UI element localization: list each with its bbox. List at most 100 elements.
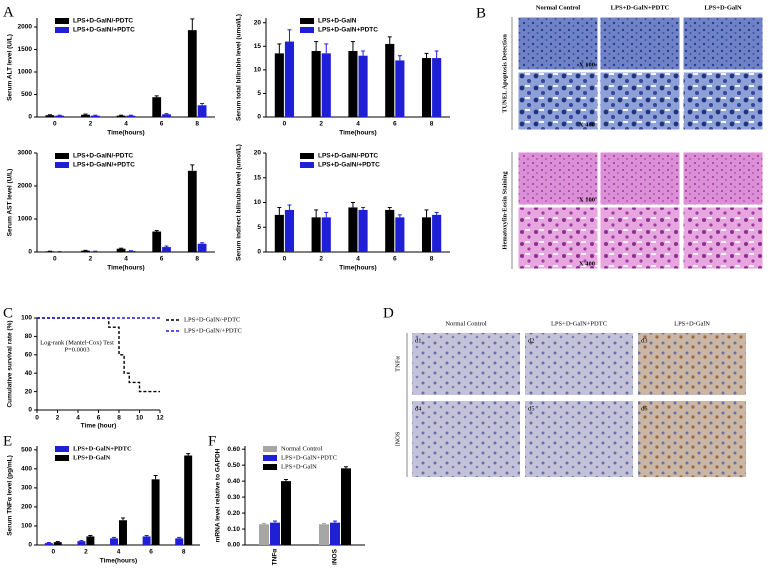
bar	[385, 43, 395, 117]
bar	[432, 214, 442, 252]
bar	[358, 55, 368, 117]
chart: 0 500 1000 1500 2000 Serum ALT level (U/L) Tim…	[7, 18, 215, 137]
y-tick-label: 2000	[18, 24, 33, 31]
x-tick-label: 6	[97, 415, 101, 422]
bar	[197, 105, 207, 117]
bar	[81, 114, 90, 117]
bar	[358, 209, 368, 252]
legend-swatch	[55, 18, 69, 24]
panel-letter: C	[3, 305, 13, 321]
x-tick-label: 0	[283, 121, 287, 128]
y-tick-label: 100	[21, 523, 32, 530]
bar	[348, 207, 358, 252]
y-tick-label: 20	[25, 388, 33, 395]
bar	[162, 247, 171, 252]
bar	[126, 251, 136, 252]
bar	[284, 41, 295, 118]
x-tick-label: 4	[356, 121, 360, 128]
y-tick-label: 20	[254, 19, 262, 26]
x-tick-label: 6	[393, 121, 397, 128]
legend-swatch	[300, 18, 314, 24]
bar	[45, 115, 55, 117]
x-tick-label: 6	[149, 549, 153, 556]
x-tick-label: 0	[283, 256, 287, 263]
bar	[110, 538, 118, 545]
legend-label: LPS+D-GalN+PDTC	[73, 445, 132, 452]
bar	[142, 536, 151, 545]
x-tick-label: 2	[89, 256, 93, 263]
y-tick-label: 80	[25, 333, 33, 340]
bar	[321, 217, 331, 252]
legend-swatch	[263, 455, 277, 461]
bar	[321, 53, 331, 117]
bar	[432, 58, 442, 117]
micrograph	[682, 151, 764, 206]
bar	[184, 455, 193, 545]
y-tick-label: 0.30	[227, 494, 240, 501]
y-tick-label: 0	[28, 249, 32, 256]
y-axis-label: Serum total bilirubin level (umol/L)	[236, 14, 243, 121]
magnification: X 100	[579, 61, 595, 68]
x-tick-label: 2	[319, 256, 323, 263]
bar	[119, 520, 127, 545]
legend-swatch	[55, 446, 69, 452]
micrograph	[412, 401, 520, 477]
bar	[152, 97, 162, 117]
bar	[421, 58, 432, 117]
x-tick-label: 4	[124, 121, 128, 128]
y-tick-label: 1500	[18, 46, 33, 53]
bar	[81, 250, 90, 252]
legend-label: LPS+D-GalN/+PDTC	[318, 162, 380, 169]
y-tick-label: 2000	[18, 183, 33, 190]
y-tick-label: 500	[21, 91, 32, 98]
y-tick-label: 1000	[18, 216, 33, 223]
panel-letter: F	[208, 433, 216, 449]
bar	[259, 524, 269, 545]
bar	[44, 543, 53, 545]
legend-label: LPS+D-GalN	[73, 454, 111, 461]
bar	[187, 30, 197, 117]
x-tick-label: 6	[393, 256, 397, 263]
column-header: LPS+D-GalN+PDTC	[551, 320, 607, 327]
micrograph	[599, 151, 681, 206]
micrograph	[517, 151, 599, 206]
y-tick-label: 20	[254, 150, 262, 157]
legend-label: LPS+D-GalN+PDTC	[318, 27, 378, 34]
legend-label: LPS+D-GalN/-PDTC	[184, 316, 240, 323]
tile-label: d5	[528, 405, 535, 412]
legend-label: LPS+D-GalN	[318, 18, 357, 25]
y-tick-label: 15	[254, 43, 262, 50]
bar	[330, 522, 340, 545]
micrograph	[517, 71, 599, 131]
bar	[319, 524, 329, 545]
x-axis-label: Time(hours)	[339, 265, 376, 272]
legend-swatch	[300, 27, 314, 33]
micrograph	[599, 206, 681, 270]
panel-letter: E	[3, 433, 12, 449]
y-tick-label: 0.20	[227, 510, 240, 517]
legend-label: LPS+D-GalN/+PDTC	[73, 27, 135, 34]
column-header: Normal Control	[536, 4, 581, 11]
x-tick-label: 8	[430, 121, 434, 128]
x-tick-label: 0	[53, 256, 57, 263]
x-tick-label: 0	[53, 121, 57, 128]
micrograph	[682, 16, 764, 71]
tile-label: d4	[415, 405, 422, 412]
bar	[116, 115, 126, 117]
bar	[284, 209, 295, 252]
micrograph	[517, 16, 599, 71]
y-tick-label: 0	[28, 542, 32, 549]
bar	[152, 231, 162, 252]
legend-label: LPS+D-GalN/-PDTC	[73, 18, 133, 25]
panel-letter: A	[3, 4, 14, 20]
x-axis-label: Time(hours)	[339, 130, 376, 137]
row-label: iNOS	[394, 431, 401, 446]
legend-swatch	[55, 27, 69, 33]
y-tick-label: 40	[25, 370, 33, 377]
legend-label: LPS+D-GalN/+PDTC	[73, 162, 135, 169]
y-tick-label: 0.50	[227, 462, 240, 469]
x-tick-label: 12	[156, 415, 164, 422]
y-tick-label: 10	[254, 199, 262, 206]
